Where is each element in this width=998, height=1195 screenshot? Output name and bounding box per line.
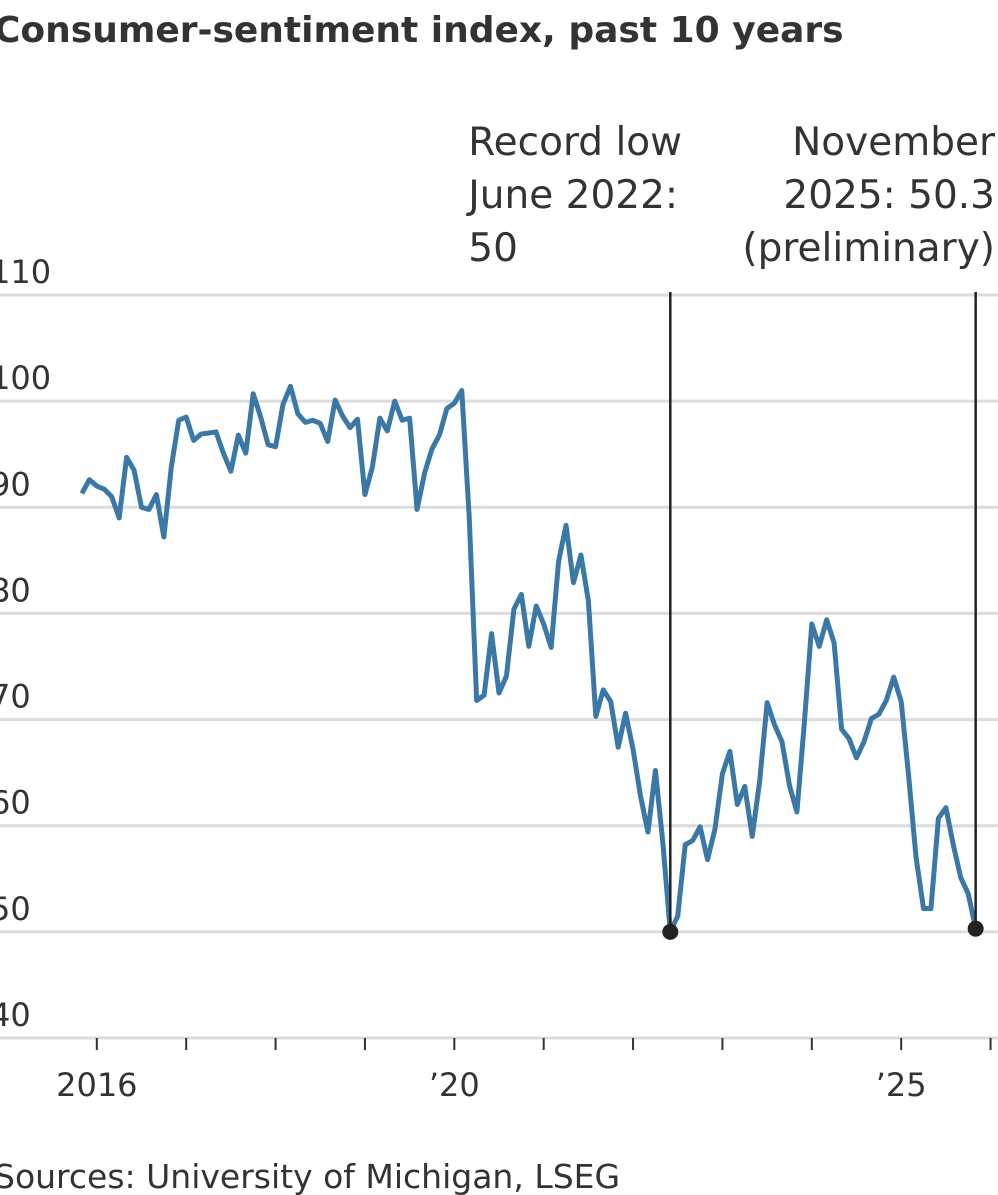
y-tick-label: 70	[0, 678, 31, 716]
y-tick-label: 80	[0, 571, 31, 609]
y-tick-label: 40	[0, 996, 31, 1034]
sentiment-line	[79, 383, 979, 935]
source-note: Sources: University of Michigan, LSEG	[0, 1157, 620, 1195]
annotation-text: Record low	[468, 120, 682, 165]
y-tick-label: 50	[0, 890, 31, 928]
y-tick-label: 110	[0, 253, 51, 291]
annotation-text: November	[792, 120, 996, 165]
annotation-text: 50	[468, 226, 518, 271]
y-tick-label: 60	[0, 784, 31, 822]
chart-title: Consumer-sentiment index, past 10 years	[0, 10, 844, 51]
annotation-dot	[662, 923, 679, 940]
x-tick-label: 2016	[56, 1066, 137, 1104]
annotation-dot	[967, 920, 984, 937]
x-tick-label: ’20	[429, 1066, 480, 1104]
annotation-text: (preliminary)	[742, 226, 995, 271]
annotation-text: June 2022:	[465, 173, 678, 218]
annotation-text: 2025: 50.3	[783, 173, 995, 218]
y-tick-label: 100	[0, 359, 51, 397]
y-tick-label: 90	[0, 465, 31, 503]
x-tick-label: ’25	[876, 1066, 927, 1104]
